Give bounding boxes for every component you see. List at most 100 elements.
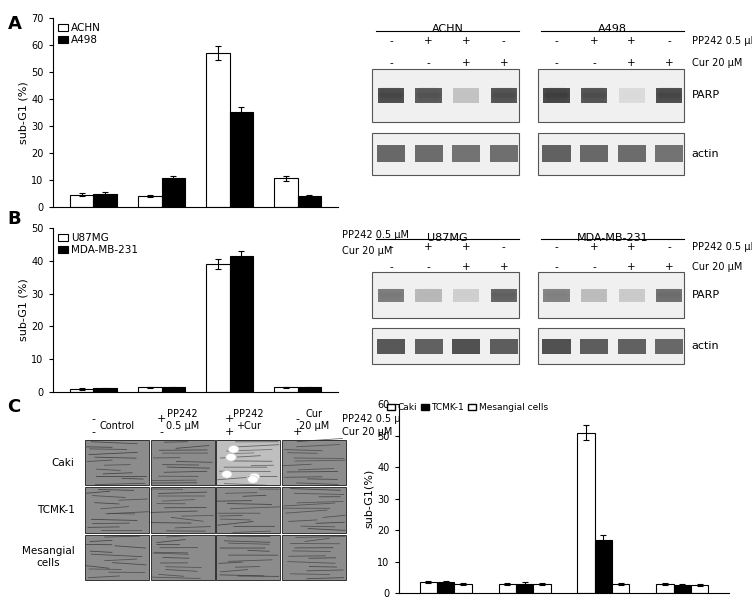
- Bar: [162, 388, 185, 392]
- FancyBboxPatch shape: [85, 534, 149, 580]
- Text: Cur
20 μM: Cur 20 μM: [299, 409, 329, 431]
- Bar: [380, 292, 402, 299]
- Text: Cur 20 μM: Cur 20 μM: [342, 427, 393, 437]
- Bar: [298, 388, 321, 392]
- Text: -: -: [296, 229, 299, 240]
- Bar: [578, 432, 595, 593]
- Ellipse shape: [226, 453, 236, 461]
- Text: -: -: [92, 414, 96, 423]
- Bar: [453, 88, 480, 102]
- Bar: [656, 93, 683, 95]
- Bar: [516, 583, 533, 593]
- FancyBboxPatch shape: [538, 272, 684, 318]
- Bar: [453, 294, 479, 297]
- Bar: [621, 90, 642, 101]
- FancyBboxPatch shape: [217, 534, 280, 580]
- Bar: [456, 289, 477, 301]
- FancyBboxPatch shape: [282, 534, 346, 580]
- Bar: [454, 293, 478, 298]
- Bar: [457, 86, 475, 105]
- Text: +: +: [627, 35, 636, 46]
- Bar: [494, 87, 514, 103]
- Text: Control: Control: [99, 420, 135, 431]
- FancyBboxPatch shape: [372, 328, 519, 364]
- Bar: [619, 94, 644, 96]
- FancyBboxPatch shape: [538, 69, 684, 122]
- Bar: [584, 288, 604, 302]
- Ellipse shape: [229, 446, 239, 453]
- Bar: [546, 90, 567, 101]
- Bar: [206, 264, 229, 392]
- Bar: [655, 339, 684, 353]
- Bar: [414, 146, 443, 162]
- Text: A: A: [8, 15, 21, 33]
- Text: +: +: [225, 246, 234, 256]
- FancyBboxPatch shape: [282, 440, 346, 485]
- Bar: [493, 292, 515, 299]
- Bar: [618, 289, 644, 302]
- Bar: [491, 294, 517, 297]
- Text: +: +: [225, 427, 234, 437]
- Bar: [620, 292, 643, 299]
- Bar: [456, 90, 477, 101]
- Text: +: +: [293, 246, 302, 256]
- Bar: [656, 94, 682, 96]
- Text: +: +: [499, 262, 508, 272]
- Bar: [584, 289, 605, 301]
- Bar: [533, 583, 550, 593]
- Bar: [546, 289, 567, 301]
- Bar: [70, 389, 93, 392]
- Bar: [495, 86, 513, 105]
- Bar: [378, 94, 404, 96]
- Bar: [378, 88, 405, 102]
- Bar: [582, 93, 606, 98]
- Bar: [656, 289, 683, 302]
- Bar: [417, 292, 440, 299]
- Bar: [378, 294, 405, 295]
- Text: -: -: [555, 35, 558, 46]
- Bar: [656, 294, 682, 297]
- Text: PP242 0.5 μM: PP242 0.5 μM: [692, 35, 752, 46]
- Bar: [491, 94, 517, 96]
- Text: -: -: [390, 58, 393, 68]
- Bar: [544, 294, 569, 297]
- Bar: [377, 339, 405, 353]
- FancyBboxPatch shape: [282, 488, 346, 533]
- Text: +: +: [627, 262, 636, 272]
- FancyBboxPatch shape: [372, 69, 519, 122]
- Text: -: -: [593, 58, 596, 68]
- Bar: [454, 583, 472, 593]
- Bar: [452, 339, 481, 353]
- Bar: [580, 339, 608, 353]
- Bar: [379, 293, 403, 298]
- Bar: [659, 289, 680, 301]
- Bar: [545, 292, 568, 299]
- Bar: [437, 582, 454, 593]
- Text: +: +: [627, 58, 636, 68]
- Ellipse shape: [222, 471, 232, 478]
- Bar: [381, 289, 402, 301]
- FancyBboxPatch shape: [538, 133, 684, 174]
- Text: -: -: [159, 427, 163, 437]
- Bar: [381, 89, 402, 102]
- Bar: [229, 113, 253, 207]
- FancyBboxPatch shape: [538, 328, 684, 364]
- Text: PARP: PARP: [692, 290, 720, 300]
- Bar: [415, 93, 441, 95]
- Bar: [691, 585, 708, 593]
- Bar: [415, 88, 441, 102]
- Text: PP242
0.5 μM: PP242 0.5 μM: [166, 409, 199, 431]
- Bar: [493, 291, 514, 300]
- Text: +: +: [293, 427, 302, 437]
- Text: -: -: [427, 58, 430, 68]
- Bar: [584, 87, 604, 103]
- Bar: [581, 94, 607, 96]
- Bar: [547, 86, 566, 105]
- Bar: [70, 195, 93, 207]
- Bar: [229, 256, 253, 392]
- Y-axis label: sub-G1 (%): sub-G1 (%): [19, 81, 29, 144]
- Bar: [656, 294, 683, 295]
- Bar: [493, 289, 514, 301]
- Bar: [659, 291, 680, 300]
- Bar: [620, 293, 644, 298]
